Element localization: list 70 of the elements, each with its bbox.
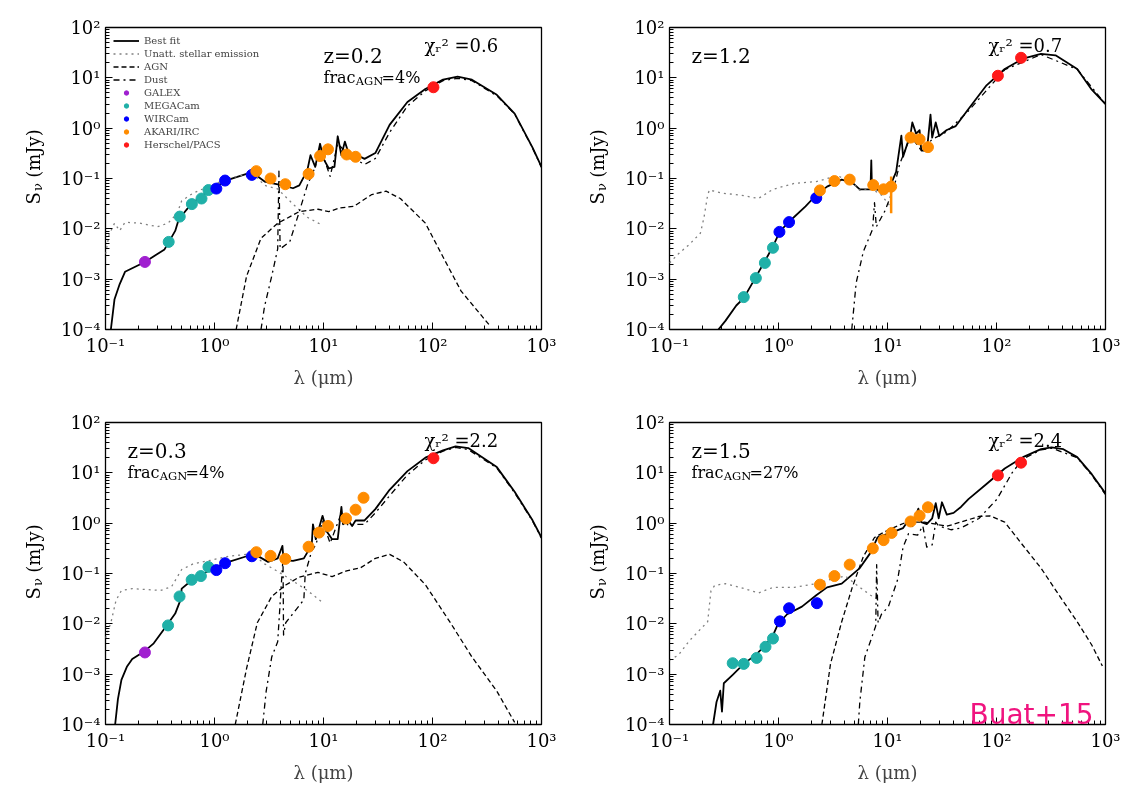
y-tick-label: 10⁻¹ xyxy=(60,563,101,584)
legend-label: GALEX xyxy=(144,87,181,98)
x-tick-label: 10³ xyxy=(526,729,557,751)
annotation: χᵣ² =2.4 xyxy=(988,430,1063,451)
x-tick-label: 10³ xyxy=(1090,334,1121,356)
annotation: χᵣ² =2.2 xyxy=(424,430,499,451)
x-tick-label: 10⁻¹ xyxy=(649,334,690,356)
y-tick-label: 10⁰ xyxy=(634,512,665,534)
legend-label: MEGACam xyxy=(144,100,200,111)
legend-label: Unatt. stellar emission xyxy=(144,48,260,59)
x-tick-label: 10¹ xyxy=(308,729,339,751)
x-axis-title: λ (μm) xyxy=(293,761,354,783)
x-tick-label: 10³ xyxy=(526,334,557,356)
y-tick-label: 10⁰ xyxy=(634,117,665,139)
y-tick-label: 10¹ xyxy=(70,67,101,89)
annotation: z=0.3 xyxy=(127,438,187,463)
x-tick-label: 10¹ xyxy=(872,334,903,356)
annotation: χᵣ² =0.6 xyxy=(424,35,499,56)
x-tick-label: 10¹ xyxy=(308,334,339,356)
y-axis-title: Sν (mJy) xyxy=(587,129,609,205)
y-tick-label: 10² xyxy=(70,412,101,433)
x-tick-label: 10⁰ xyxy=(199,729,230,751)
y-tick-label: 10⁻³ xyxy=(624,663,665,685)
y-tick-label: 10⁻² xyxy=(60,218,101,240)
x-tick-label: 10⁻¹ xyxy=(649,729,690,751)
y-tick-label: 10⁰ xyxy=(70,117,101,139)
y-tick-label: 10⁻² xyxy=(60,613,101,635)
legend-label: Best fit xyxy=(144,35,181,46)
legend-label: Dust xyxy=(144,74,168,85)
x-tick-label: 10⁰ xyxy=(763,334,794,356)
legend-label: WIRCam xyxy=(144,113,189,124)
legend-label: AGN xyxy=(144,61,168,72)
y-axis-title: Sν (mJy) xyxy=(23,524,45,600)
x-axis-title: λ (μm) xyxy=(293,366,354,388)
legend-label: Herschel/PACS xyxy=(144,139,221,150)
annotation: χᵣ² =0.7 xyxy=(988,35,1063,56)
legend-label: AKARI/IRC xyxy=(144,126,200,137)
x-tick-label: 10⁰ xyxy=(763,729,794,751)
y-tick-label: 10⁻³ xyxy=(624,268,665,290)
y-tick-label: 10⁻³ xyxy=(60,268,101,290)
y-tick-label: 10¹ xyxy=(634,67,665,89)
x-tick-label: 10⁻¹ xyxy=(85,334,126,356)
y-tick-label: 10¹ xyxy=(70,462,101,484)
y-tick-label: 10⁻¹ xyxy=(624,168,665,189)
annotation: Buat+15 xyxy=(969,698,1094,731)
y-tick-label: 10² xyxy=(70,17,101,38)
x-axis-title: λ (μm) xyxy=(857,366,918,388)
x-tick-label: 10⁰ xyxy=(199,334,230,356)
y-tick-label: 10⁻¹ xyxy=(60,168,101,189)
x-tick-label: 10² xyxy=(417,334,448,356)
y-tick-label: 10² xyxy=(634,412,665,433)
y-tick-label: 10⁻² xyxy=(624,218,665,240)
annotation: z=1.5 xyxy=(691,438,751,463)
y-tick-label: 10⁰ xyxy=(70,512,101,534)
x-tick-label: 10² xyxy=(981,334,1012,356)
y-tick-label: 10⁻³ xyxy=(60,663,101,685)
x-tick-label: 10⁻¹ xyxy=(85,729,126,751)
x-axis-title: λ (μm) xyxy=(857,761,918,783)
y-axis-title: Sν (mJy) xyxy=(23,129,45,205)
y-tick-label: 10² xyxy=(634,17,665,38)
y-tick-label: 10⁻¹ xyxy=(624,563,665,584)
y-tick-label: 10¹ xyxy=(634,462,665,484)
x-tick-label: 10¹ xyxy=(872,729,903,751)
x-tick-label: 10² xyxy=(417,729,448,751)
y-axis-title: Sν (mJy) xyxy=(587,524,609,600)
annotation: z=1.2 xyxy=(691,43,751,68)
annotation: z=0.2 xyxy=(323,43,383,68)
x-tick-label: 10² xyxy=(981,729,1012,751)
y-tick-label: 10⁻² xyxy=(624,613,665,635)
x-tick-label: 10³ xyxy=(1090,729,1121,751)
